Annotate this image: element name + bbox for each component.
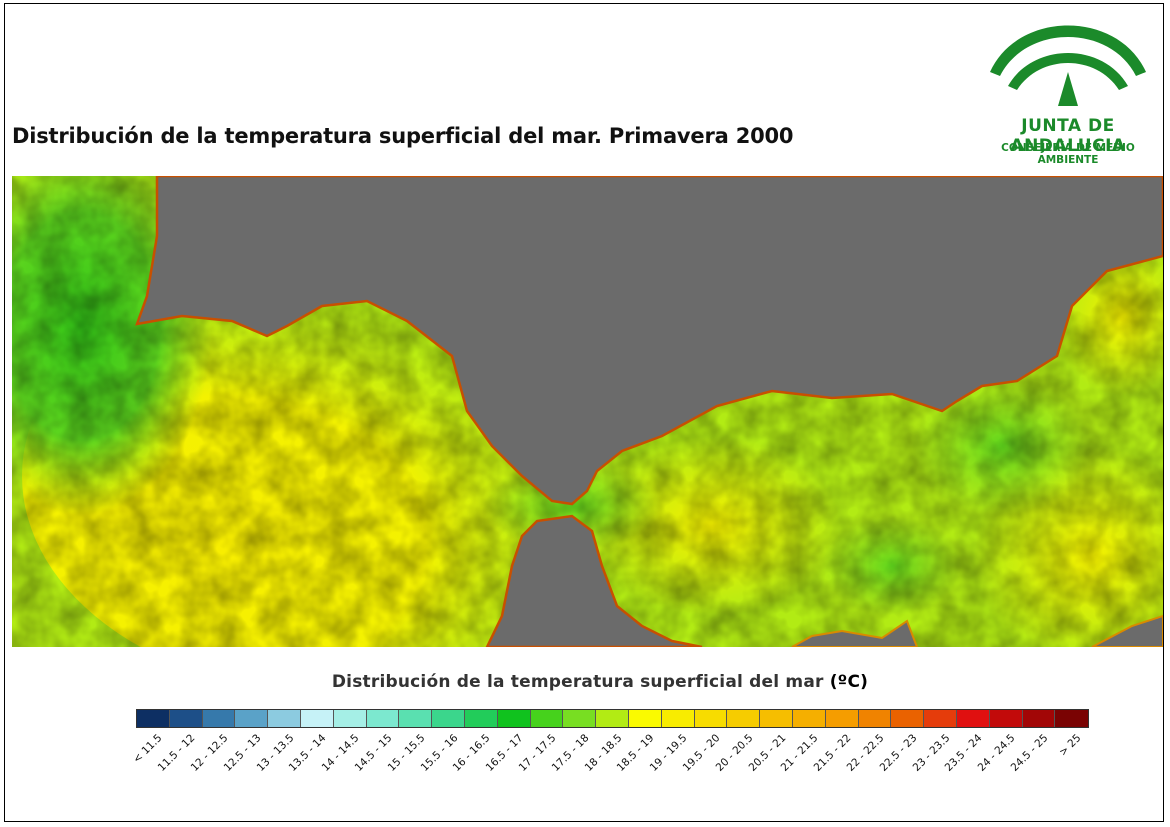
legend-swatch <box>563 710 597 727</box>
legend-swatch <box>924 710 957 727</box>
legend-swatch <box>596 710 629 727</box>
legend-swatch <box>169 710 203 727</box>
legend-swatch <box>497 710 531 727</box>
legend-swatch <box>366 710 400 727</box>
map-title: Distribución de la temperatura superfici… <box>12 124 794 148</box>
legend-swatch <box>300 710 334 727</box>
legend-swatch <box>727 710 761 727</box>
legend-swatch <box>825 710 859 727</box>
legend-swatch <box>661 710 695 727</box>
legend-swatch <box>333 710 367 727</box>
legend-swatch <box>891 710 925 727</box>
legend-swatch <box>1022 710 1056 727</box>
legend-swatch <box>760 710 793 727</box>
land-north-spain <box>135 176 1163 506</box>
legend-swatch <box>858 710 892 727</box>
legend-swatch <box>989 710 1023 727</box>
legend-swatch <box>202 710 236 727</box>
junta-de-andalucia-logo: JUNTA DE ANDALUCIA CONSEJERÍA DE MEDIO A… <box>978 14 1158 166</box>
legend-swatch <box>432 710 465 727</box>
sea-temperature-map <box>12 176 1163 647</box>
legend-title-text: Distribución de la temperatura superfici… <box>331 672 824 692</box>
legend-swatch <box>268 710 301 727</box>
legend-swatch <box>694 710 728 727</box>
color-legend <box>136 709 1090 728</box>
logo-subtitle: CONSEJERÍA DE MEDIO AMBIENTE <box>1001 142 1135 166</box>
legend-swatch <box>464 710 498 727</box>
logo-name: JUNTA DE ANDALUCIA <box>1010 116 1126 156</box>
land-north-africa-west <box>485 514 703 647</box>
legend-swatch <box>792 710 826 727</box>
land-north-africa-far-east <box>1091 614 1163 647</box>
legend-title: Distribución de la temperatura superfici… <box>0 672 1170 692</box>
legend-swatch <box>628 710 662 727</box>
legend-swatch <box>530 710 564 727</box>
legend-swatch <box>399 710 433 727</box>
legend-swatch <box>137 710 170 727</box>
land-north-africa-east <box>791 619 919 647</box>
figure-frame <box>4 3 1164 822</box>
legend-swatch <box>235 710 269 727</box>
legend-swatch <box>956 710 990 727</box>
legend-unit: (ºC) <box>829 672 869 692</box>
legend-swatch <box>1055 710 1089 727</box>
logo-emblem-icon <box>990 25 1146 106</box>
